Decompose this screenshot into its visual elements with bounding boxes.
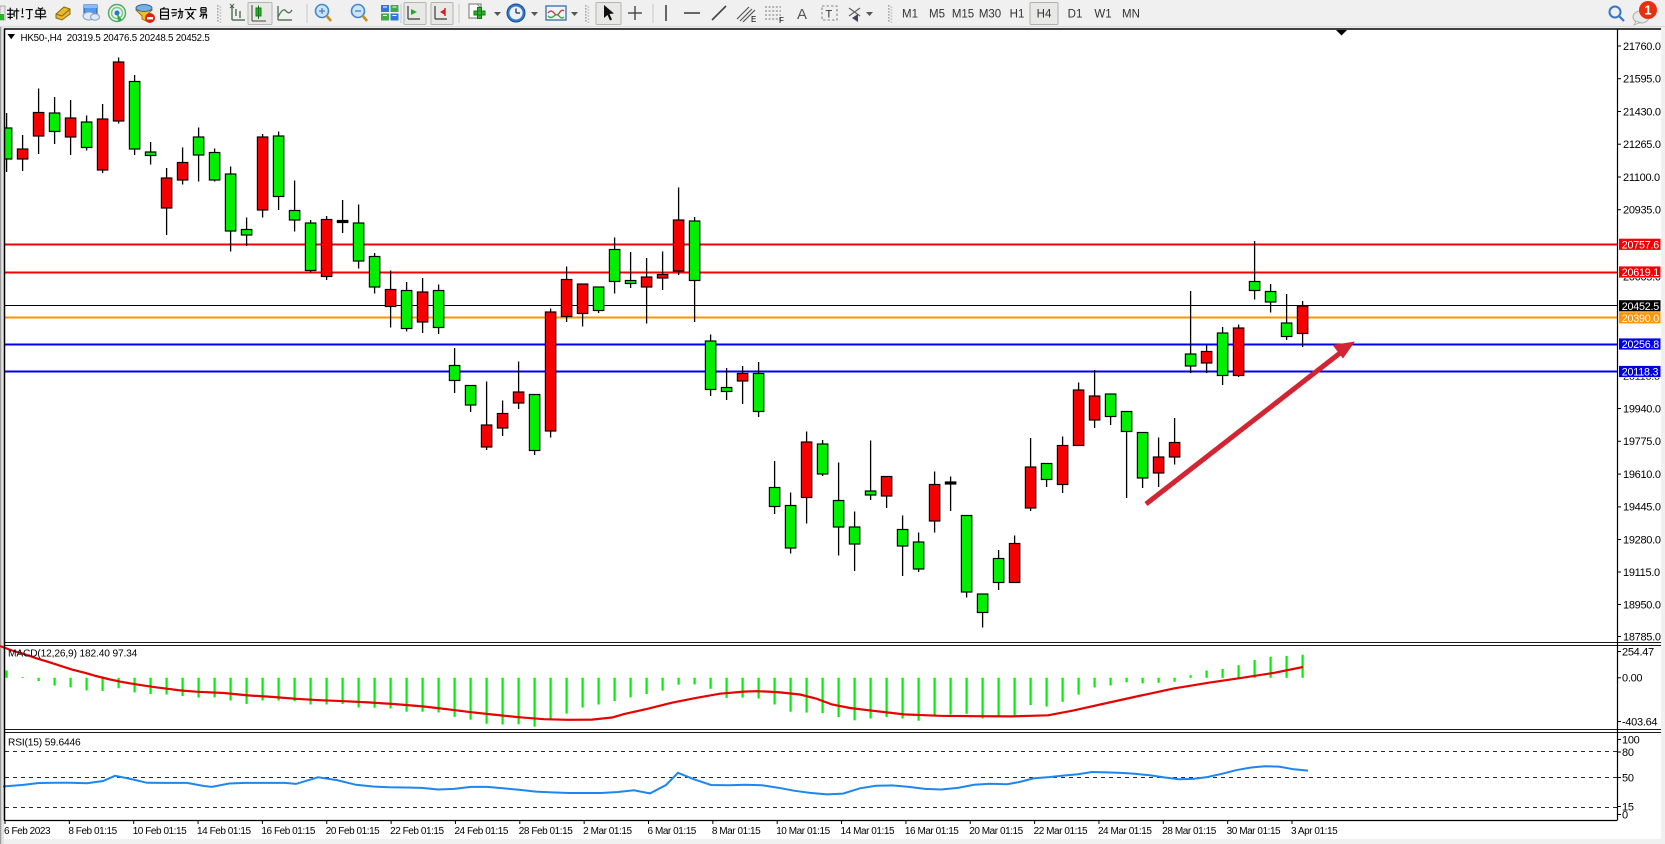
svg-text:20452.5: 20452.5 — [1622, 301, 1659, 313]
svg-text:14 Feb 01:15: 14 Feb 01:15 — [197, 826, 251, 837]
svg-text:254.47: 254.47 — [1622, 646, 1654, 658]
svg-text:100: 100 — [1622, 734, 1640, 746]
svg-text:22 Mar 01:15: 22 Mar 01:15 — [1034, 826, 1088, 837]
svg-text:24 Mar 01:15: 24 Mar 01:15 — [1098, 826, 1152, 837]
svg-text:21430.0: 21430.0 — [1623, 106, 1661, 118]
svg-text:2 Mar 01:15: 2 Mar 01:15 — [583, 826, 632, 837]
svg-text:3 Apr 01:15: 3 Apr 01:15 — [1291, 826, 1338, 837]
svg-text:80: 80 — [1622, 747, 1634, 759]
svg-text:20110.0: 20110.0 — [1623, 371, 1660, 383]
svg-text:50: 50 — [1622, 772, 1634, 784]
svg-text:19445.0: 19445.0 — [1623, 502, 1661, 514]
svg-text:19610.0: 19610.0 — [1623, 469, 1661, 481]
svg-text:0: 0 — [1622, 809, 1628, 821]
svg-text:M30: M30 — [979, 9, 1001, 21]
svg-text:28 Feb 01:15: 28 Feb 01:15 — [519, 826, 573, 837]
svg-text:E: E — [751, 15, 756, 24]
svg-text:18785.0: 18785.0 — [1623, 631, 1661, 643]
svg-text:20757.6: 20757.6 — [1622, 239, 1659, 251]
svg-text:20605.0: 20605.0 — [1623, 272, 1661, 284]
svg-text:10 Mar 01:15: 10 Mar 01:15 — [776, 826, 830, 837]
svg-text:H1: H1 — [1010, 9, 1025, 21]
svg-text:0.00: 0.00 — [1622, 673, 1642, 685]
svg-text:HK50-,H4 20319.5 20476.5 2024: HK50-,H4 20319.5 20476.5 20248.5 20452.5 — [21, 33, 211, 44]
svg-text:22 Feb 01:15: 22 Feb 01:15 — [390, 826, 444, 837]
svg-text:10 Feb 01:15: 10 Feb 01:15 — [133, 826, 187, 837]
svg-text:21760.0: 21760.0 — [1623, 41, 1661, 53]
svg-text:H4: H4 — [1037, 9, 1052, 21]
svg-text:20118.3: 20118.3 — [1622, 367, 1659, 379]
svg-text:6 Mar 01:15: 6 Mar 01:15 — [648, 826, 697, 837]
svg-text:6 Feb 2023: 6 Feb 2023 — [4, 826, 51, 837]
svg-text:28 Mar 01:15: 28 Mar 01:15 — [1162, 826, 1216, 837]
svg-text:19115.0: 19115.0 — [1623, 567, 1660, 579]
svg-text:20 Feb 01:15: 20 Feb 01:15 — [326, 826, 380, 837]
svg-text:T: T — [826, 9, 833, 21]
svg-text:18950.0: 18950.0 — [1623, 599, 1661, 611]
svg-text:24 Feb 01:15: 24 Feb 01:15 — [454, 826, 508, 837]
svg-text:D1: D1 — [1068, 9, 1083, 21]
svg-text:20619.1: 20619.1 — [1622, 267, 1659, 279]
svg-text:MN: MN — [1122, 9, 1140, 21]
svg-text:19280.0: 19280.0 — [1623, 534, 1661, 546]
svg-text:21265.0: 21265.0 — [1623, 139, 1661, 151]
svg-text:20390.0: 20390.0 — [1622, 313, 1659, 325]
svg-text:21100.0: 21100.0 — [1623, 172, 1660, 184]
svg-text:15: 15 — [1622, 801, 1634, 813]
svg-text:14 Mar 01:15: 14 Mar 01:15 — [841, 826, 895, 837]
svg-text:30 Mar 01:15: 30 Mar 01:15 — [1227, 826, 1281, 837]
svg-text:21595.0: 21595.0 — [1623, 74, 1661, 86]
svg-text:8 Mar 01:15: 8 Mar 01:15 — [712, 826, 761, 837]
svg-text:W1: W1 — [1094, 9, 1111, 21]
svg-text:1: 1 — [1644, 3, 1651, 18]
svg-text:F: F — [779, 16, 784, 25]
svg-text:M15: M15 — [952, 9, 974, 21]
svg-text:20935.0: 20935.0 — [1623, 205, 1661, 217]
svg-text:16 Mar 01:15: 16 Mar 01:15 — [905, 826, 959, 837]
svg-text:M1: M1 — [902, 9, 918, 21]
svg-text:20256.8: 20256.8 — [1622, 339, 1659, 351]
svg-text:A: A — [797, 6, 807, 23]
svg-text:RSI(15) 59.6446: RSI(15) 59.6446 — [8, 738, 81, 749]
svg-text:19940.0: 19940.0 — [1623, 403, 1661, 415]
svg-text:8 Feb 01:15: 8 Feb 01:15 — [68, 826, 117, 837]
svg-text:MACD(12,26,9) 182.40 97.34: MACD(12,26,9) 182.40 97.34 — [8, 649, 138, 660]
svg-text:M5: M5 — [929, 9, 945, 21]
svg-text:20 Mar 01:15: 20 Mar 01:15 — [969, 826, 1023, 837]
svg-text:-403.64: -403.64 — [1622, 716, 1657, 728]
svg-text:19775.0: 19775.0 — [1623, 436, 1661, 448]
svg-text:16 Feb 01:15: 16 Feb 01:15 — [261, 826, 315, 837]
